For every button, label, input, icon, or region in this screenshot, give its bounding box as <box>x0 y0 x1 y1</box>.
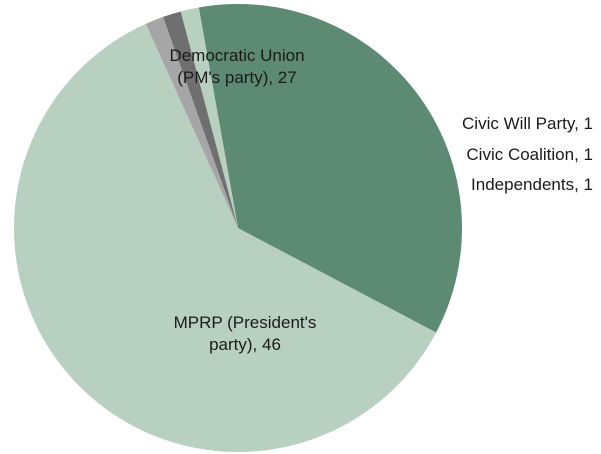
slice-label-line: Independents, 1 <box>471 175 593 194</box>
pie-slice-civic-will-party <box>180 7 238 228</box>
slice-label-civic-coalition: Civic Coalition, 1 <box>466 145 593 164</box>
slice-label-line: Civic Coalition, 1 <box>466 145 593 164</box>
slice-label-line: (PM's party), 27 <box>177 68 296 87</box>
pie-slice-mprp-president-s-party <box>14 23 437 453</box>
slice-label-independents: Independents, 1 <box>471 175 593 194</box>
pie-slices <box>14 3 463 453</box>
pie-slice-democratic-union-pm-s-party <box>198 3 463 333</box>
pie-slice-civic-coalition <box>162 11 238 228</box>
pie-labels: MPRP (President's party), 46 Democratic Un… <box>169 46 593 354</box>
slice-label-civic-will-party: Civic Will Party, 1 <box>462 114 593 133</box>
slice-label-mprp-president-s-party: MPRP (President's party), 46 <box>174 313 317 354</box>
slice-label-line: Democratic Union <box>169 46 304 65</box>
slice-label-line: MPRP (President's <box>174 313 317 332</box>
slice-label-democratic-union-pm-s-party: Democratic Union (PM's party), 27 <box>169 46 304 87</box>
slice-label-line: Civic Will Party, 1 <box>462 114 593 133</box>
pie-slice-independents <box>145 16 238 229</box>
slice-label-line: party), 46 <box>209 335 281 354</box>
